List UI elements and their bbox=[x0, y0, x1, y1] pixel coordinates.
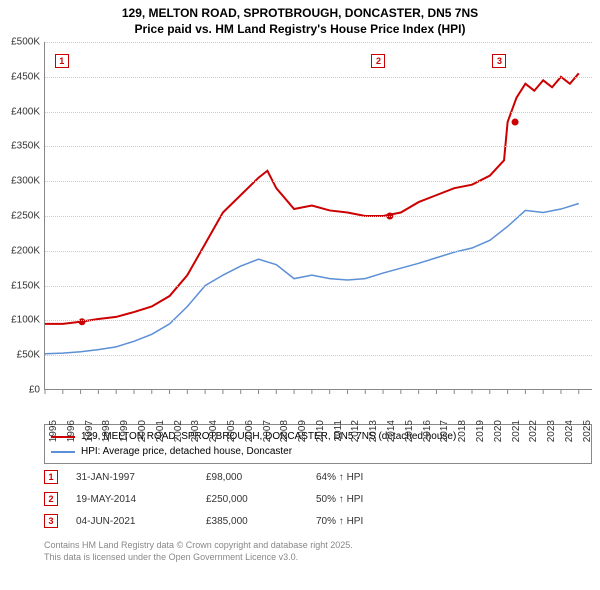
x-tick-label: 2012 bbox=[350, 420, 361, 442]
event-price: £250,000 bbox=[206, 494, 316, 505]
legend-item: HPI: Average price, detached house, Donc… bbox=[51, 444, 585, 459]
data-marker bbox=[512, 119, 519, 126]
event-date: 31-JAN-1997 bbox=[76, 472, 206, 483]
series-hpi bbox=[45, 203, 579, 353]
event-ratio: 50% ↑ HPI bbox=[316, 494, 436, 505]
events-table: 1 31-JAN-1997£98,00064% ↑ HPI 2 19-MAY-2014… bbox=[44, 466, 436, 532]
x-tick-label: 2008 bbox=[279, 420, 290, 442]
y-tick-label: £0 bbox=[0, 385, 40, 396]
legend-swatch bbox=[51, 451, 75, 453]
footer: Contains HM Land Registry data © Crown c… bbox=[44, 540, 353, 563]
x-tick-label: 2013 bbox=[368, 420, 379, 442]
x-tick-label: 2018 bbox=[457, 420, 468, 442]
x-tick-label: 2009 bbox=[297, 420, 308, 442]
x-tick-label: 2007 bbox=[262, 420, 273, 442]
event-price: £98,000 bbox=[206, 472, 316, 483]
y-tick-label: £150K bbox=[0, 280, 40, 291]
footer-line-2: This data is licensed under the Open Gov… bbox=[44, 552, 353, 564]
footer-line-1: Contains HM Land Registry data © Crown c… bbox=[44, 540, 353, 552]
x-tick-label: 2014 bbox=[386, 420, 397, 442]
x-tick-label: 2001 bbox=[155, 420, 166, 442]
x-tick-label: 2000 bbox=[137, 420, 148, 442]
gridline bbox=[45, 181, 592, 182]
x-tick-label: 2024 bbox=[564, 420, 575, 442]
x-tick-label: 2021 bbox=[511, 420, 522, 442]
x-tick-label: 1999 bbox=[119, 420, 130, 442]
x-tick-label: 1997 bbox=[84, 420, 95, 442]
y-tick-label: £50K bbox=[0, 350, 40, 361]
y-tick-label: £450K bbox=[0, 71, 40, 82]
y-tick-label: £300K bbox=[0, 176, 40, 187]
x-tick-label: 2011 bbox=[333, 420, 344, 442]
x-tick-label: 1998 bbox=[101, 420, 112, 442]
event-marker: 3 bbox=[44, 514, 58, 528]
x-tick-label: 1995 bbox=[48, 420, 59, 442]
x-tick-label: 2022 bbox=[528, 420, 539, 442]
gridline bbox=[45, 286, 592, 287]
chart-container: 129, MELTON ROAD, SPROTBROUGH, DONCASTER… bbox=[0, 0, 600, 590]
y-tick-label: £100K bbox=[0, 315, 40, 326]
x-tick-label: 2019 bbox=[475, 420, 486, 442]
event-ratio: 70% ↑ HPI bbox=[316, 516, 436, 527]
event-price: £385,000 bbox=[206, 516, 316, 527]
event-date: 19-MAY-2014 bbox=[76, 494, 206, 505]
x-tick-label: 2002 bbox=[173, 420, 184, 442]
gridline bbox=[45, 355, 592, 356]
title-line-2: Price paid vs. HM Land Registry's House … bbox=[0, 22, 600, 38]
y-tick-label: £200K bbox=[0, 245, 40, 256]
gridline bbox=[45, 320, 592, 321]
x-tick-label: 1996 bbox=[66, 420, 77, 442]
event-date: 04-JUN-2021 bbox=[76, 516, 206, 527]
x-tick-label: 2004 bbox=[208, 420, 219, 442]
event-row: 1 31-JAN-1997£98,00064% ↑ HPI bbox=[44, 466, 436, 488]
y-tick-label: £400K bbox=[0, 106, 40, 117]
gridline bbox=[45, 251, 592, 252]
gridline bbox=[45, 216, 592, 217]
x-tick-label: 2010 bbox=[315, 420, 326, 442]
annotation-marker-1: 1 bbox=[55, 54, 69, 68]
gridline bbox=[45, 42, 592, 43]
x-tick-label: 2017 bbox=[439, 420, 450, 442]
annotation-marker-3: 3 bbox=[492, 54, 506, 68]
data-marker bbox=[79, 318, 86, 325]
x-tick-label: 2025 bbox=[582, 420, 593, 442]
gridline bbox=[45, 146, 592, 147]
y-tick-label: £500K bbox=[0, 37, 40, 48]
legend-label: HPI: Average price, detached house, Donc… bbox=[81, 444, 292, 459]
event-row: 3 04-JUN-2021£385,00070% ↑ HPI bbox=[44, 510, 436, 532]
y-tick-label: £350K bbox=[0, 141, 40, 152]
x-tick-label: 2020 bbox=[493, 420, 504, 442]
x-tick-label: 2015 bbox=[404, 420, 415, 442]
plot-area bbox=[44, 42, 592, 390]
event-ratio: 64% ↑ HPI bbox=[316, 472, 436, 483]
event-row: 2 19-MAY-2014£250,00050% ↑ HPI bbox=[44, 488, 436, 510]
x-tick-label: 2023 bbox=[546, 420, 557, 442]
annotation-marker-2: 2 bbox=[371, 54, 385, 68]
x-tick-label: 2006 bbox=[244, 420, 255, 442]
x-tick-label: 2016 bbox=[422, 420, 433, 442]
x-tick-label: 2005 bbox=[226, 420, 237, 442]
event-marker: 1 bbox=[44, 470, 58, 484]
y-tick-label: £250K bbox=[0, 211, 40, 222]
gridline bbox=[45, 112, 592, 113]
title-line-1: 129, MELTON ROAD, SPROTBROUGH, DONCASTER… bbox=[0, 6, 600, 22]
x-tick-label: 2003 bbox=[190, 420, 201, 442]
gridline bbox=[45, 77, 592, 78]
event-marker: 2 bbox=[44, 492, 58, 506]
chart-title: 129, MELTON ROAD, SPROTBROUGH, DONCASTER… bbox=[0, 0, 600, 37]
